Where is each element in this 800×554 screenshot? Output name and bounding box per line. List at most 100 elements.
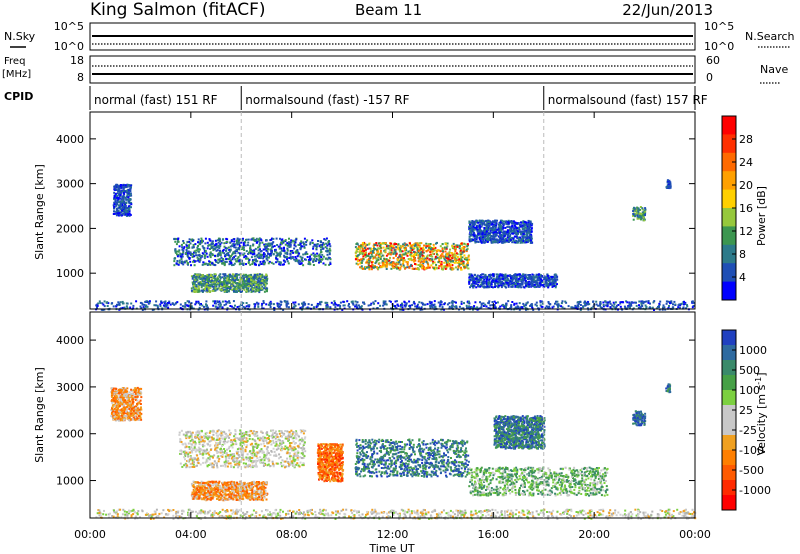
data-cell <box>329 261 332 264</box>
data-cell <box>208 284 211 287</box>
data-cell <box>446 254 449 257</box>
data-cell <box>248 280 251 283</box>
data-cell <box>216 287 219 290</box>
data-cell <box>456 256 459 258</box>
data-cell <box>673 300 676 303</box>
data-cell <box>515 306 518 309</box>
data-cell <box>215 284 218 287</box>
data-cell <box>307 303 310 306</box>
data-cell <box>190 239 193 241</box>
data-cell <box>406 263 409 266</box>
data-cell <box>358 251 361 254</box>
freq-strip-frame <box>89 55 696 84</box>
data-cell <box>406 244 409 246</box>
data-cell <box>166 303 169 306</box>
data-cell <box>231 275 234 278</box>
data-cell <box>397 267 400 270</box>
data-cell <box>518 308 521 311</box>
data-cell <box>417 260 420 263</box>
data-cell <box>628 304 631 307</box>
data-cell <box>101 308 104 311</box>
data-cell <box>265 257 268 260</box>
data-cell <box>267 262 270 265</box>
data-cell <box>491 235 494 238</box>
data-cell <box>532 308 535 311</box>
data-cell <box>488 225 491 228</box>
data-cell <box>412 254 415 257</box>
data-cell <box>212 285 215 288</box>
data-cell <box>366 243 369 246</box>
data-cell <box>196 288 199 291</box>
data-cell <box>522 274 525 277</box>
data-cell <box>248 251 250 254</box>
data-cell <box>272 237 275 240</box>
data-cell <box>557 303 560 306</box>
data-cell <box>408 300 411 303</box>
data-cell <box>511 279 514 282</box>
data-cell <box>535 276 538 279</box>
data-cell <box>325 237 328 240</box>
data-cell <box>261 302 264 305</box>
data-cell <box>293 258 296 261</box>
data-cell <box>255 288 258 291</box>
data-cell <box>224 277 227 280</box>
data-cell <box>241 246 244 249</box>
data-cell <box>190 264 192 267</box>
data-cell <box>409 304 412 307</box>
data-cell <box>254 247 257 250</box>
data-cell <box>251 238 253 241</box>
data-cell <box>484 303 487 306</box>
data-cell <box>390 249 393 252</box>
data-cell <box>231 281 234 284</box>
data-cell <box>343 304 346 307</box>
data-cell <box>227 276 229 279</box>
data-cell <box>338 304 341 307</box>
data-cell <box>128 191 131 194</box>
data-cell <box>516 280 519 283</box>
data-cell <box>275 261 278 264</box>
data-cell <box>417 251 420 254</box>
data-cell <box>223 277 225 280</box>
data-cell <box>413 244 416 247</box>
data-cell <box>406 266 409 269</box>
data-cell <box>535 304 538 307</box>
data-cell <box>217 241 220 244</box>
data-cell <box>243 280 246 283</box>
data-cell <box>520 274 523 277</box>
data-cell <box>399 246 402 249</box>
data-cell <box>404 267 406 270</box>
data-cell <box>379 246 382 249</box>
data-cell <box>513 302 516 305</box>
data-cell <box>210 276 213 279</box>
data-cell <box>191 276 194 278</box>
data-cell <box>369 260 372 263</box>
data-cell <box>202 277 205 280</box>
data-cell <box>230 305 233 308</box>
data-cell <box>454 244 457 247</box>
data-cell <box>491 226 494 229</box>
data-cell <box>219 303 222 306</box>
data-cell <box>383 250 386 253</box>
data-cell <box>240 277 242 279</box>
data-cell <box>488 278 491 281</box>
data-cell <box>219 302 222 305</box>
data-cell <box>188 257 191 259</box>
data-cell <box>236 284 239 286</box>
data-cell <box>293 240 296 243</box>
data-cell <box>119 194 122 196</box>
data-cell <box>417 244 420 247</box>
data-cell <box>216 239 219 242</box>
data-cell <box>437 267 440 270</box>
data-cell <box>425 260 428 263</box>
data-cell <box>223 283 225 286</box>
data-cell <box>254 258 257 261</box>
data-cell <box>389 261 392 264</box>
data-cell <box>120 191 122 194</box>
data-cell <box>658 302 661 305</box>
data-cell <box>238 238 241 241</box>
data-cell <box>468 305 471 308</box>
data-cell <box>456 244 459 247</box>
data-cell <box>232 306 235 309</box>
data-cell <box>169 303 172 306</box>
